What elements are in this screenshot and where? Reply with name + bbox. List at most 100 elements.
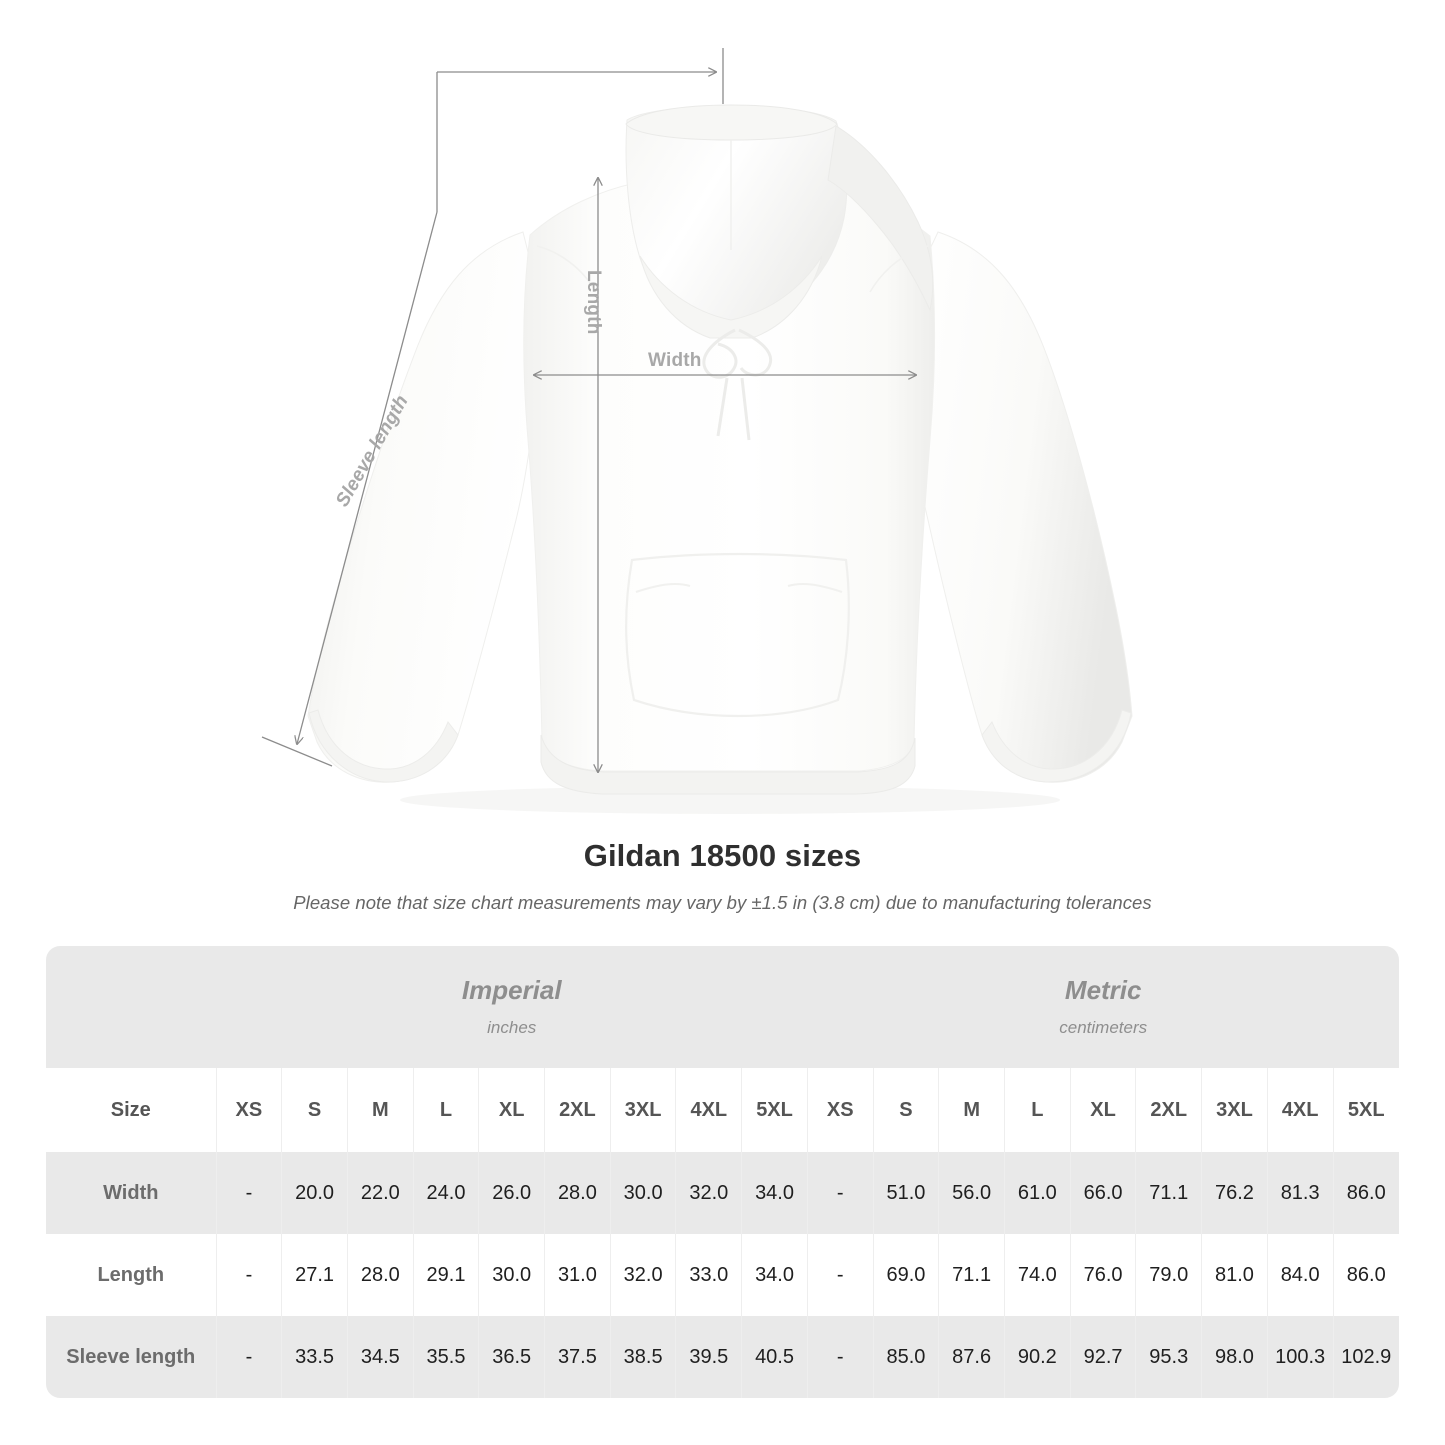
measurement-cell: 81.3 <box>1266 1152 1334 1234</box>
measurement-cell: 84.0 <box>1266 1234 1334 1316</box>
size-header-cell-metric-3XL: 3XL <box>1201 1068 1268 1152</box>
measurement-cell: 40.5 <box>741 1316 808 1398</box>
measurement-cell: - <box>215 1316 282 1398</box>
measurement-cell: 34.0 <box>741 1234 808 1316</box>
measurement-cell: 27.1 <box>281 1234 348 1316</box>
size-header-cell-imperial-XS: XS <box>215 1068 282 1152</box>
measurement-cell: - <box>806 1234 874 1316</box>
measurement-cell: 32.0 <box>609 1234 676 1316</box>
measurement-cell: 86.0 <box>1332 1152 1399 1234</box>
measurement-cell: 100.3 <box>1266 1316 1334 1398</box>
measurement-cell: 34.5 <box>346 1316 414 1398</box>
measurement-cell: 28.0 <box>544 1152 611 1234</box>
hood-roll <box>625 104 838 141</box>
measurement-cell: 33.5 <box>281 1316 348 1398</box>
dimension-annotations <box>261 48 916 772</box>
sleeve-bottom-tick <box>261 736 333 767</box>
measurement-cell: 30.0 <box>609 1152 676 1234</box>
size-header-cell-imperial-2XL: 2XL <box>544 1068 611 1152</box>
measurement-cell: 34.0 <box>741 1152 808 1234</box>
measurement-cell: 31.0 <box>544 1234 611 1316</box>
measurement-cell: 87.6 <box>938 1316 1005 1398</box>
measurement-cell: 69.0 <box>872 1234 939 1316</box>
unit-system-row: Imperial inches Metric centimeters <box>46 946 1399 1068</box>
collar <box>639 255 823 339</box>
size-header-cell-metric-2XL: 2XL <box>1135 1068 1202 1152</box>
size-header-cell-imperial-S: S <box>281 1068 348 1152</box>
hood-drape-right <box>827 125 934 312</box>
measurement-cell: 102.9 <box>1332 1316 1399 1398</box>
measurement-cell: 90.2 <box>1004 1316 1071 1398</box>
size-header-cell-metric-5XL: 5XL <box>1332 1068 1399 1152</box>
kangaroo-pocket <box>625 552 850 718</box>
tolerance-note: Please note that size chart measurements… <box>293 892 1152 913</box>
page-title: Gildan 18500 sizes <box>583 838 862 873</box>
measurement-cell: 28.0 <box>346 1234 414 1316</box>
left-sleeve <box>307 231 541 783</box>
measurement-cell: 39.5 <box>675 1316 742 1398</box>
measurement-cell: - <box>215 1234 282 1316</box>
size-column-header: Size <box>46 1068 217 1152</box>
hoodie-diagram-svg <box>261 48 1133 814</box>
right-cuff <box>981 709 1132 783</box>
measurement-cell: 56.0 <box>938 1152 1005 1234</box>
measurement-cell: 92.7 <box>1069 1316 1136 1398</box>
measurement-cell: - <box>806 1316 874 1398</box>
measurement-cell: 71.1 <box>938 1234 1005 1316</box>
measurement-cell: 20.0 <box>281 1152 348 1234</box>
size-header-cell-imperial-5XL: 5XL <box>741 1068 808 1152</box>
sleeve-length-line <box>297 211 438 744</box>
product-illustration: Width Length Sleeve length <box>261 48 1133 814</box>
size-header-cell-imperial-XL: XL <box>478 1068 545 1152</box>
unit-system-imperial: Imperial inches <box>216 946 808 1068</box>
hem-band <box>540 734 916 795</box>
measurement-cell: - <box>806 1152 874 1234</box>
measurement-cell: - <box>215 1152 282 1234</box>
size-header-cell-metric-S: S <box>872 1068 939 1152</box>
measurement-cell: 74.0 <box>1004 1234 1071 1316</box>
left-cuff <box>308 709 459 783</box>
size-header-cell-imperial-3XL: 3XL <box>609 1068 676 1152</box>
measurement-row-label: Sleeve length <box>46 1316 217 1398</box>
right-sleeve <box>905 231 1133 783</box>
measurement-cell: 29.1 <box>412 1234 479 1316</box>
unit-system-name: Metric <box>1064 974 1142 1005</box>
size-header-cell-imperial-L: L <box>412 1068 479 1152</box>
size-header-cell-metric-4XL: 4XL <box>1266 1068 1334 1152</box>
unit-row-spacer <box>46 946 217 1068</box>
size-header-cell-metric-M: M <box>938 1068 1005 1152</box>
table-row: Width -20.0 22.0 24.0 26.0 28.0 30.0 32.0 34.0-5… <box>46 1152 1399 1234</box>
measurement-cell: 85.0 <box>872 1316 939 1398</box>
size-header-cell-metric-XL: XL <box>1069 1068 1136 1152</box>
measurement-cell: 22.0 <box>346 1152 414 1234</box>
measurement-cell: 38.5 <box>609 1316 676 1398</box>
drawstring <box>702 328 773 441</box>
measurement-row-label: Width <box>46 1152 217 1234</box>
measurement-cell: 79.0 <box>1135 1234 1202 1316</box>
measurement-cell: 26.0 <box>478 1152 545 1234</box>
table-row: Sleeve length -33.5 34.5 35.5 36.5 37.5 38.5 39… <box>46 1316 1399 1398</box>
size-header-cell-metric-L: L <box>1004 1068 1071 1152</box>
measurement-cell: 95.3 <box>1135 1316 1202 1398</box>
measurement-row-label: Length <box>46 1234 217 1316</box>
unit-system-metric: Metric centimeters <box>807 946 1399 1068</box>
measurement-cell: 30.0 <box>478 1234 545 1316</box>
measurement-cell: 36.5 <box>478 1316 545 1398</box>
width-dimension-label: Width <box>648 350 702 371</box>
measurement-cell: 51.0 <box>872 1152 939 1234</box>
measurement-cell: 61.0 <box>1004 1152 1071 1234</box>
measurement-cell: 86.0 <box>1332 1234 1399 1316</box>
unit-system-name: Imperial <box>461 974 562 1005</box>
table-row: Length -27.1 28.0 29.1 30.0 31.0 32.0 33.0 34.0-… <box>46 1234 1399 1316</box>
measurement-cell: 81.0 <box>1201 1234 1268 1316</box>
measurement-cell: 32.0 <box>675 1152 742 1234</box>
measurement-cell: 76.2 <box>1201 1152 1268 1234</box>
measurement-cell: 76.0 <box>1069 1234 1136 1316</box>
size-header-cell-imperial-4XL: 4XL <box>675 1068 742 1152</box>
measurement-cell: 66.0 <box>1069 1152 1136 1234</box>
size-chart-table: Imperial inches Metric centimeters Size XS S M L… <box>46 946 1399 1398</box>
measurement-cell: 35.5 <box>412 1316 479 1398</box>
unit-system-unit: centimeters <box>1059 1018 1148 1038</box>
measurement-cell: 33.0 <box>675 1234 742 1316</box>
